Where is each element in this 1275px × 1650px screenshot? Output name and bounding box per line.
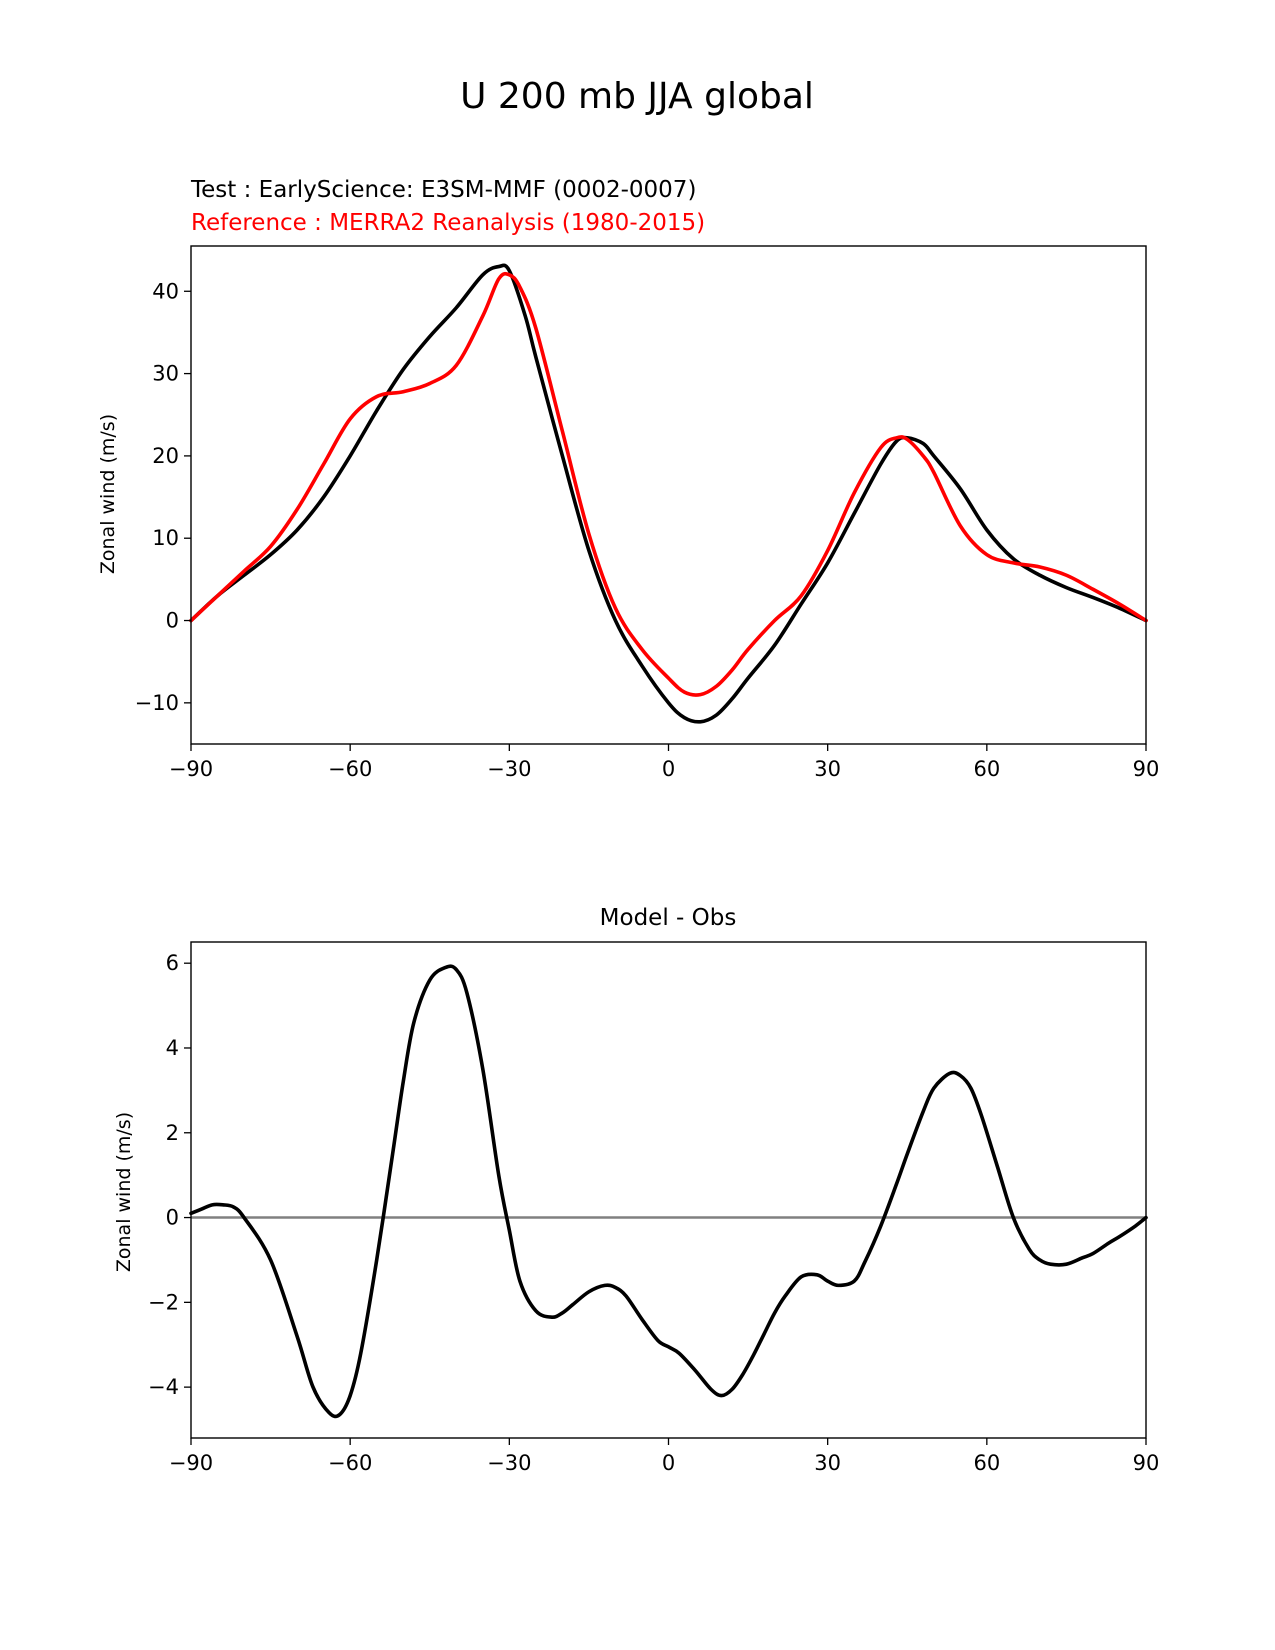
top-panel-ticks: −90 −60 −30 0 30 60 90 −10 0 10 20 30 40 xyxy=(135,279,1160,781)
bottom-panel-ticks: −90 −60 −30 0 30 60 90 −4 −2 0 2 4 6 xyxy=(148,951,1159,1475)
top-panel: Test : EarlyScience: E3SM-MMF (0002-0007… xyxy=(97,177,1159,781)
top-panel-series xyxy=(189,263,1148,724)
figure-title: U 200 mb JJA global xyxy=(460,76,814,117)
bottom-panel: Model - Obs Zonal wind (m/s) −90 −60 −30 0 3… xyxy=(113,905,1159,1475)
x-tick-label: −90 xyxy=(169,1451,213,1475)
y-tick-label: 40 xyxy=(152,279,179,303)
top-panel-ylabel: Zonal wind (m/s) xyxy=(97,414,119,574)
test-label: Test : EarlyScience: E3SM-MMF (0002-0007… xyxy=(190,177,696,203)
y-tick-label: 2 xyxy=(166,1121,179,1145)
x-tick-label: −60 xyxy=(328,757,372,781)
bottom-panel-frame xyxy=(190,941,1147,1439)
y-tick-label: 4 xyxy=(166,1036,179,1060)
y-tick-label: 6 xyxy=(166,951,179,975)
y-tick-label: 0 xyxy=(166,1206,179,1230)
reference-label: Reference : MERRA2 Reanalysis (1980-2015… xyxy=(191,210,705,236)
y-tick-label: 20 xyxy=(152,444,179,468)
x-tick-label: 30 xyxy=(814,1451,841,1475)
y-tick-label: 0 xyxy=(166,609,179,633)
y-tick-label: −10 xyxy=(135,691,179,715)
series-line-1 xyxy=(189,263,1148,724)
x-tick-label: −30 xyxy=(487,1451,531,1475)
bottom-panel-title: Model - Obs xyxy=(600,905,737,931)
x-tick-label: −30 xyxy=(487,757,531,781)
y-tick-label: −4 xyxy=(148,1375,179,1399)
bottom-panel-ylabel: Zonal wind (m/s) xyxy=(113,1112,135,1272)
x-tick-label: 90 xyxy=(1133,1451,1160,1475)
y-tick-label: 30 xyxy=(152,362,179,386)
x-tick-label: 0 xyxy=(662,1451,675,1475)
x-tick-label: 90 xyxy=(1133,757,1160,781)
x-tick-label: −60 xyxy=(328,1451,372,1475)
series-line-1 xyxy=(189,964,1148,1419)
series-line-2 xyxy=(189,271,1148,697)
y-tick-label: −2 xyxy=(148,1290,179,1314)
y-tick-label: 10 xyxy=(152,526,179,550)
x-tick-label: −90 xyxy=(169,757,213,781)
bottom-panel-series xyxy=(189,964,1148,1419)
x-tick-label: 60 xyxy=(973,757,1000,781)
x-tick-label: 30 xyxy=(814,757,841,781)
x-tick-label: 0 xyxy=(662,757,675,781)
x-tick-label: 60 xyxy=(973,1451,1000,1475)
top-panel-frame xyxy=(190,245,1147,745)
